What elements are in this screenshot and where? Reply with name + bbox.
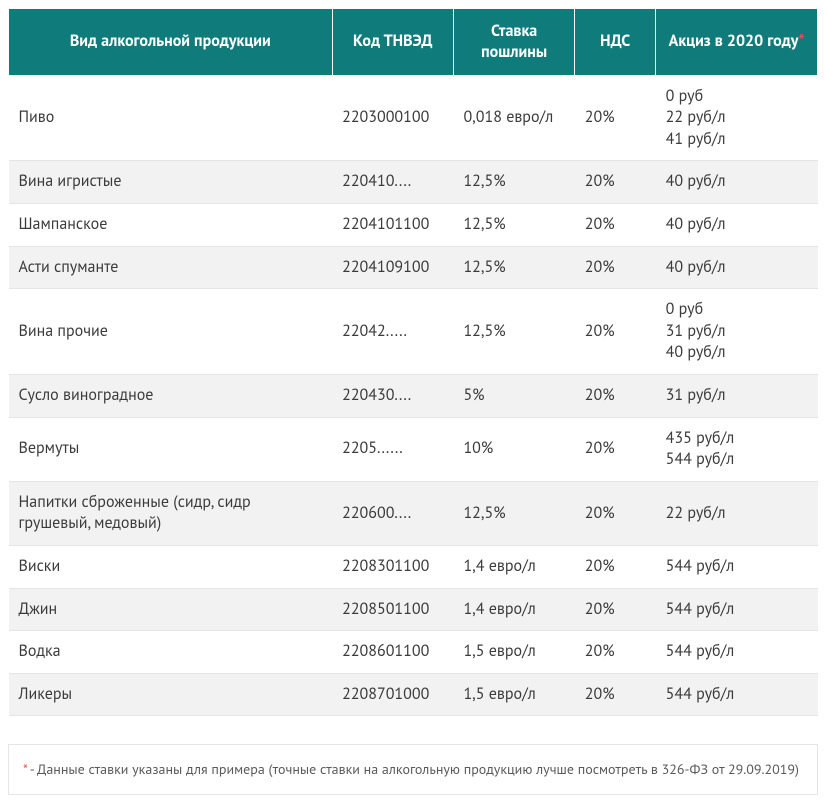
cell-excise: 0 руб22 руб/л41 руб/л: [656, 75, 818, 161]
cell-vat: 20%: [575, 161, 656, 204]
cell-code: 2208601100: [332, 631, 453, 674]
cell-product: Вермуты: [9, 417, 333, 481]
cell-excise: 22 руб/л: [656, 481, 818, 545]
cell-vat: 20%: [575, 481, 656, 545]
cell-rate: 5%: [453, 374, 574, 417]
cell-rate: 1,5 евро/л: [453, 631, 574, 674]
table-row: Сусло виноградное220430....5%20%31 руб/л: [9, 374, 818, 417]
cell-excise: 40 руб/л: [656, 203, 818, 246]
cell-rate: 12,5%: [453, 246, 574, 289]
cell-code: 2204101100: [332, 203, 453, 246]
table-row: Шампанское220410110012,5%20%40 руб/л: [9, 203, 818, 246]
table-row: Водка22086011001,5 евро/л20%544 руб/л: [9, 631, 818, 674]
cell-excise: 544 руб/л: [656, 545, 818, 588]
cell-vat: 20%: [575, 246, 656, 289]
cell-product: Пиво: [9, 75, 333, 161]
cell-product: Ликеры: [9, 673, 333, 716]
cell-vat: 20%: [575, 374, 656, 417]
table-row: Джин22085011001,4 евро/л20%544 руб/л: [9, 588, 818, 631]
table-row: Ликеры22087010001,5 евро/л20%544 руб/л: [9, 673, 818, 716]
cell-rate: 1,4 евро/л: [453, 588, 574, 631]
cell-excise: 40 руб/л: [656, 246, 818, 289]
cell-code: 220600....: [332, 481, 453, 545]
cell-rate: 12,5%: [453, 161, 574, 204]
cell-excise: 31 руб/л: [656, 374, 818, 417]
cell-rate: 12,5%: [453, 203, 574, 246]
cell-rate: 12,5%: [453, 289, 574, 375]
cell-code: 2203000100: [332, 75, 453, 161]
cell-vat: 20%: [575, 673, 656, 716]
cell-rate: 12,5%: [453, 481, 574, 545]
col-header-product: Вид алкогольной продукции: [9, 9, 333, 76]
cell-vat: 20%: [575, 588, 656, 631]
col-header-rate: Ставка пошлины: [453, 9, 574, 76]
col-header-code: Код ТНВЭД: [332, 9, 453, 76]
cell-product: Шампанское: [9, 203, 333, 246]
cell-code: 2208701000: [332, 673, 453, 716]
footnote-text: - Данные ставки указаны для примера (точ…: [27, 760, 799, 778]
cell-excise: 0 руб31 руб/л40 руб/л: [656, 289, 818, 375]
cell-code: 2205......: [332, 417, 453, 481]
table-row: Виски22083011001,4 евро/л20%544 руб/л: [9, 545, 818, 588]
table-row: Напитки сброженные (сидр, сидр грушевый,…: [9, 481, 818, 545]
cell-product: Сусло виноградное: [9, 374, 333, 417]
cell-product: Виски: [9, 545, 333, 588]
cell-excise: 435 руб/л544 руб/л: [656, 417, 818, 481]
table-row: Вина игристые220410....12,5%20%40 руб/л: [9, 161, 818, 204]
cell-vat: 20%: [575, 75, 656, 161]
table-row: Асти спуманте220410910012,5%20%40 руб/л: [9, 246, 818, 289]
cell-rate: 0,018 евро/л: [453, 75, 574, 161]
cell-vat: 20%: [575, 203, 656, 246]
col-header-vat: НДС: [575, 9, 656, 76]
cell-product: Джин: [9, 588, 333, 631]
table-row: Вина прочие22042.....12,5%20%0 руб31 руб…: [9, 289, 818, 375]
cell-vat: 20%: [575, 417, 656, 481]
alcohol-duties-table: Вид алкогольной продукции Код ТНВЭД Став…: [8, 8, 818, 716]
cell-product: Асти спуманте: [9, 246, 333, 289]
cell-product: Водка: [9, 631, 333, 674]
cell-vat: 20%: [575, 545, 656, 588]
cell-code: 2208501100: [332, 588, 453, 631]
cell-excise: 544 руб/л: [656, 588, 818, 631]
cell-rate: 10%: [453, 417, 574, 481]
asterisk-icon: *: [798, 31, 804, 51]
cell-code: 2208301100: [332, 545, 453, 588]
cell-vat: 20%: [575, 289, 656, 375]
cell-rate: 1,4 евро/л: [453, 545, 574, 588]
cell-code: 220430....: [332, 374, 453, 417]
cell-code: 220410....: [332, 161, 453, 204]
col-header-excise: Акциз в 2020 году*: [656, 9, 818, 76]
cell-product: Напитки сброженные (сидр, сидр грушевый,…: [9, 481, 333, 545]
table-row: Вермуты2205......10%20%435 руб/л544 руб/…: [9, 417, 818, 481]
table-body: Пиво22030001000,018 евро/л20%0 руб22 руб…: [9, 75, 818, 716]
cell-excise: 40 руб/л: [656, 161, 818, 204]
table-row: Пиво22030001000,018 евро/л20%0 руб22 руб…: [9, 75, 818, 161]
cell-product: Вина игристые: [9, 161, 333, 204]
cell-code: 2204109100: [332, 246, 453, 289]
footnote: * - Данные ставки указаны для примера (т…: [8, 744, 818, 795]
col-header-excise-text: Акциз в 2020 году: [669, 31, 799, 51]
cell-vat: 20%: [575, 631, 656, 674]
cell-code: 22042.....: [332, 289, 453, 375]
cell-product: Вина прочие: [9, 289, 333, 375]
cell-excise: 544 руб/л: [656, 631, 818, 674]
cell-rate: 1,5 евро/л: [453, 673, 574, 716]
cell-excise: 544 руб/л: [656, 673, 818, 716]
table-header-row: Вид алкогольной продукции Код ТНВЭД Став…: [9, 9, 818, 76]
